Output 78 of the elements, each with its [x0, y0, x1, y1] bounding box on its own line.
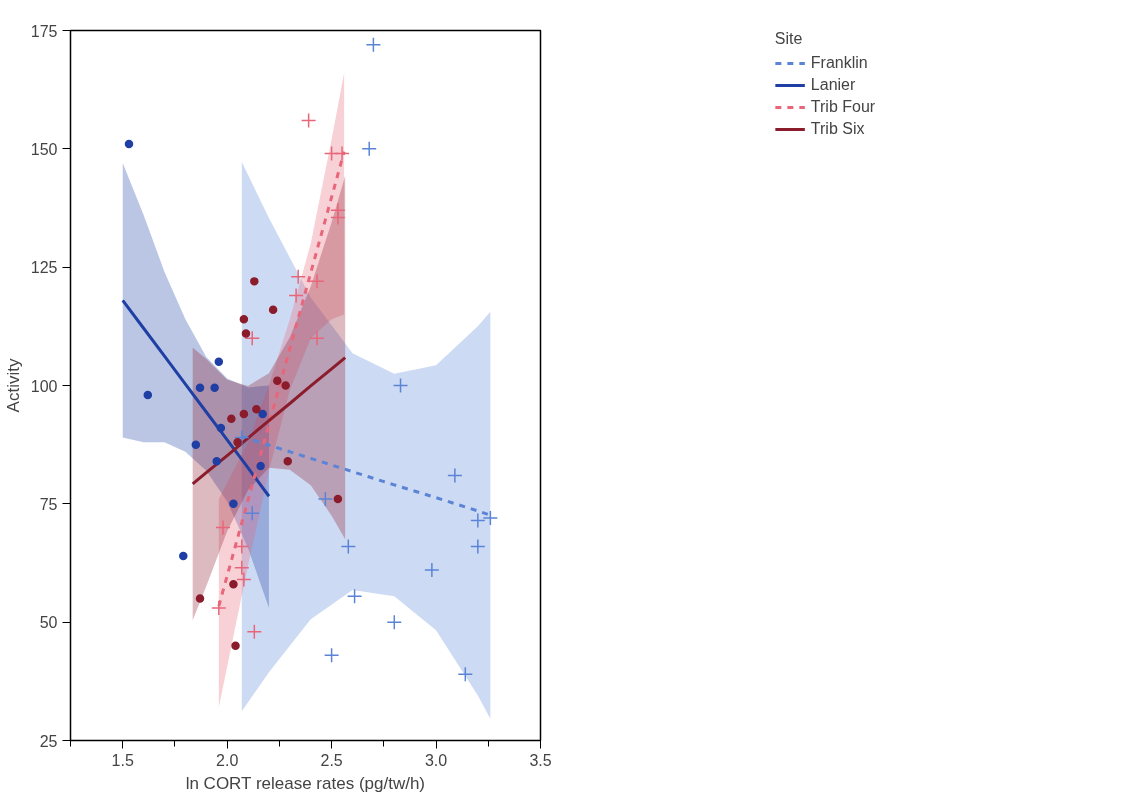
point — [258, 409, 267, 419]
point — [290, 268, 306, 285]
point — [244, 505, 260, 522]
point — [124, 139, 134, 149]
point — [288, 287, 304, 304]
point — [216, 423, 226, 433]
x-tick-label: 3.0 — [424, 751, 448, 769]
point — [229, 580, 238, 589]
point — [361, 141, 377, 157]
legend-label: Trib Four — [810, 98, 876, 116]
y-tick-label: 175 — [30, 22, 58, 40]
y-axis-title: Activity — [3, 358, 23, 413]
y-tick-label: 75 — [39, 495, 58, 513]
point — [346, 588, 363, 604]
legend-label: Lanier — [810, 76, 857, 94]
point — [231, 641, 240, 651]
point — [246, 623, 263, 640]
y-tick-label: 150 — [30, 140, 58, 158]
point — [457, 666, 474, 682]
point — [309, 330, 325, 346]
point — [233, 438, 242, 447]
legend-label: Franklin — [810, 54, 869, 72]
point — [250, 277, 259, 286]
x-axis-title: ln CORT release rates (pg/tw/h) — [185, 773, 426, 793]
line-series — [191, 356, 347, 486]
point — [215, 519, 231, 536]
point — [330, 209, 346, 226]
point — [241, 329, 251, 338]
point — [234, 559, 250, 576]
x-tick-label: 1.5 — [111, 751, 134, 769]
point — [210, 383, 219, 393]
point — [229, 499, 238, 509]
x-tick-label: 2.0 — [216, 751, 239, 769]
point — [195, 383, 205, 393]
point — [234, 429, 250, 446]
point — [334, 145, 350, 162]
y-tick-label: 25 — [39, 732, 58, 750]
legend-label: Trib Six — [810, 120, 866, 138]
point — [392, 377, 409, 394]
point — [482, 510, 499, 526]
point — [143, 390, 153, 400]
point — [365, 36, 382, 53]
point — [273, 376, 282, 386]
point — [191, 440, 201, 449]
point — [179, 551, 188, 561]
y-tick-label: 125 — [30, 259, 58, 277]
x-tick-label: 2.5 — [320, 751, 343, 769]
point — [424, 562, 440, 578]
point — [239, 314, 249, 324]
point — [239, 409, 249, 419]
point — [211, 600, 227, 616]
point — [309, 273, 325, 290]
point — [323, 647, 340, 664]
point — [340, 538, 357, 555]
point — [317, 491, 334, 507]
point — [244, 330, 260, 346]
point — [386, 614, 403, 630]
point — [212, 456, 221, 466]
point — [300, 112, 317, 129]
point — [268, 305, 278, 315]
point — [447, 467, 463, 484]
point — [281, 381, 290, 390]
legend-title: Site — [774, 30, 804, 48]
line-series — [121, 298, 271, 498]
point — [333, 494, 343, 504]
point — [236, 571, 252, 588]
point — [227, 414, 236, 423]
x-tick-label: 3.5 — [529, 751, 552, 769]
point — [256, 461, 265, 471]
point — [195, 594, 205, 603]
point — [470, 512, 486, 529]
point — [214, 357, 224, 367]
point — [283, 456, 292, 466]
point — [252, 404, 261, 414]
point — [234, 538, 250, 555]
y-tick-label: 100 — [30, 377, 58, 395]
y-tick-label: 50 — [39, 614, 58, 632]
point — [470, 538, 486, 555]
